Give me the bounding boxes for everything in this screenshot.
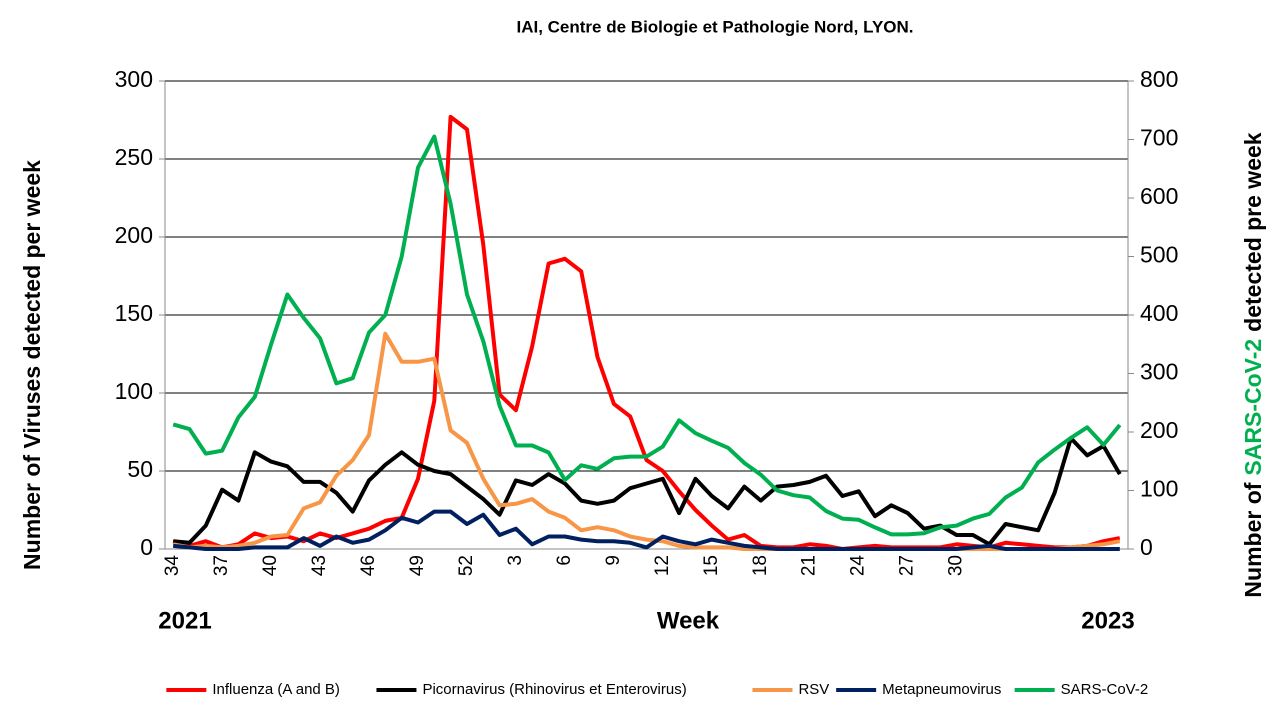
series-line bbox=[173, 436, 1122, 547]
y-tick-label: 250 bbox=[115, 144, 153, 170]
x-tick-label: 27 bbox=[897, 555, 918, 576]
x-tick-label: 21 bbox=[799, 555, 820, 576]
x-tick-label: 46 bbox=[358, 555, 379, 576]
chart-title: IAI, Centre de Biologie et Pathologie No… bbox=[516, 17, 913, 36]
series-line bbox=[173, 509, 1120, 551]
annotation: 2023 bbox=[1081, 607, 1134, 634]
x-tick-label: 34 bbox=[162, 555, 183, 577]
y-tick-label: 300 bbox=[115, 66, 153, 92]
y2-tick-label: 100 bbox=[1140, 476, 1178, 502]
y2-tick-label: 300 bbox=[1140, 359, 1178, 385]
y-tick-label: 150 bbox=[115, 300, 153, 326]
y2-tick-label: 600 bbox=[1140, 183, 1178, 209]
y2-tick-label: 0 bbox=[1140, 534, 1153, 560]
y2-label-part: detected pre week bbox=[1240, 132, 1266, 332]
series-line bbox=[172, 114, 1121, 551]
x-tick-label: 52 bbox=[456, 555, 477, 576]
x-tick-label: 43 bbox=[309, 555, 330, 576]
x-tick-label: 49 bbox=[407, 555, 428, 576]
y2-label-part: SARS-CoV-2 bbox=[1240, 339, 1266, 476]
x-tick-label: 12 bbox=[652, 555, 673, 576]
y2-axis-label: Number of SARS-CoV-2 detected pre week bbox=[1240, 132, 1266, 597]
y-tick-label: 200 bbox=[115, 222, 153, 248]
x-tick-label: 40 bbox=[260, 555, 281, 576]
y2-tick-label: 200 bbox=[1140, 417, 1178, 443]
y-tick-label: 100 bbox=[115, 378, 153, 404]
legend-label: Metapneumovirus bbox=[882, 681, 1001, 698]
legend-label: RSV bbox=[798, 681, 829, 698]
x-tick-label: 30 bbox=[946, 555, 967, 576]
x-axis-label: Week bbox=[657, 607, 720, 634]
annotation: 2021 bbox=[158, 607, 211, 634]
legend-label: Picornavirus (Rhinovirus et Enterovirus) bbox=[422, 681, 686, 698]
x-tick-label: 9 bbox=[603, 555, 624, 566]
x-tick-label: 6 bbox=[554, 555, 575, 566]
x-tick-label: 37 bbox=[211, 555, 232, 576]
x-tick-label: 15 bbox=[701, 555, 722, 576]
x-tick-label: 18 bbox=[750, 555, 771, 576]
y2-tick-label: 700 bbox=[1140, 125, 1178, 151]
x-tick-label: 3 bbox=[505, 555, 526, 566]
x-tick-label: 24 bbox=[848, 555, 869, 577]
legend-label: Influenza (A and B) bbox=[212, 681, 340, 698]
y2-tick-label: 400 bbox=[1140, 300, 1178, 326]
y-tick-label: 0 bbox=[140, 534, 153, 560]
y-tick-label: 50 bbox=[127, 456, 153, 482]
y2-label-part: Number of bbox=[1240, 482, 1266, 597]
legend-label: SARS-CoV-2 bbox=[1061, 681, 1149, 698]
y-axis-label: Number of Viruses detected per week bbox=[19, 160, 45, 570]
y2-tick-label: 800 bbox=[1140, 66, 1178, 92]
series-line bbox=[172, 134, 1122, 537]
y2-tick-label: 500 bbox=[1140, 242, 1178, 268]
